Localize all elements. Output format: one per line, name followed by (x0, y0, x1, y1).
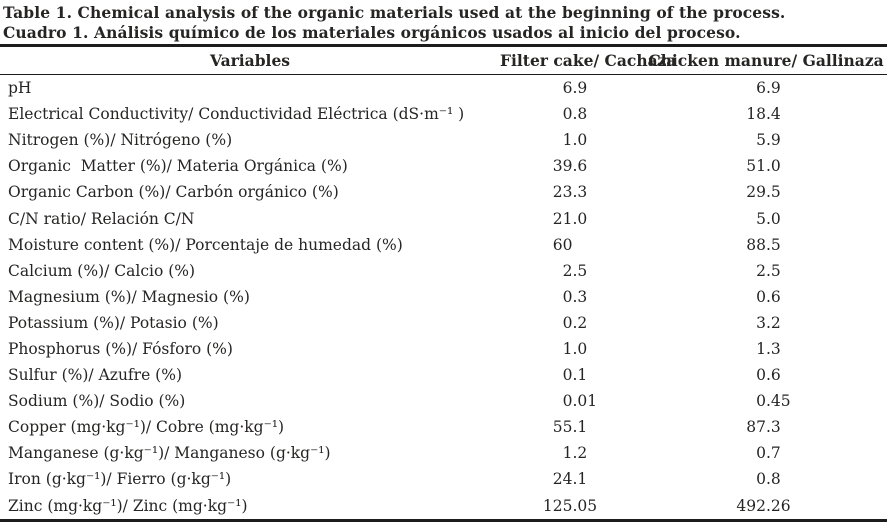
table-row: Magnesium (%)/ Magnesio (%) 0.3 0.6 (0, 284, 887, 310)
table-title-english: Table 1. Chemical analysis of the organi… (3, 3, 786, 22)
chicken-manure-value: 3.2 (756, 313, 781, 332)
filter-cake-value: 23.3 (552, 183, 588, 202)
table-row: Phosphorus (%)/ Fósforo (%) 1.0 1.3 (0, 336, 887, 362)
variable-cell: Calcium (%)/ Calcio (%) (8, 261, 196, 280)
table-body: pH 6.9 6.9 Electrical Conductivity/ Conduct… (0, 75, 887, 521)
variable-cell: Copper (mg·kg⁻¹)/ Cobre (mg·kg⁻¹) (8, 418, 285, 437)
chicken-manure-value: 6.9 (756, 79, 781, 98)
filter-cake-value: 55.1 (552, 418, 588, 437)
variable-cell: C/N ratio/ Relación C/N (8, 209, 195, 228)
variable-cell: Magnesium (%)/ Magnesio (%) (8, 287, 250, 306)
table-title-spanish: Cuadro 1. Análisis químico de los materi… (3, 22, 741, 42)
filter-cake-value: 39.6 (552, 157, 588, 176)
table-row: Sulfur (%)/ Azufre (%) 0.1 0.6 (0, 362, 887, 388)
table-row: Sodium (%)/ Sodio (%) 0.01 0.45 (0, 388, 887, 414)
filter-cake-value: 0.8 (562, 105, 588, 124)
chicken-manure-value: 492.26 (736, 496, 791, 515)
variable-cell: Sodium (%)/ Sodio (%) (8, 392, 186, 411)
variable-cell: pH (8, 79, 32, 98)
chicken-manure-value: 1.3 (756, 339, 781, 358)
table-row: Zinc (mg·kg⁻¹)/ Zinc (mg·kg⁻¹) 125.05 492.… (0, 493, 887, 521)
chicken-manure-value: 0.6 (756, 366, 781, 385)
header-chicken-manure: Chicken manure/ Gallinaza (645, 45, 887, 75)
variable-cell: Sulfur (%)/ Azufre (%) (8, 366, 182, 385)
chicken-manure-value: 2.5 (756, 261, 781, 280)
filter-cake-value: 60 (552, 235, 573, 254)
table-row: Copper (mg·kg⁻¹)/ Cobre (mg·kg⁻¹) 55.1 87.… (0, 414, 887, 440)
filter-cake-value: 24.1 (552, 470, 588, 489)
table-row: pH 6.9 6.9 (0, 75, 887, 102)
table-row: Potassium (%)/ Potasio (%) 0.2 3.2 (0, 310, 887, 336)
chicken-manure-value: 51.0 (746, 157, 781, 176)
chicken-manure-value: 5.9 (756, 131, 781, 150)
header-filter-cake: Filter cake/ Cachaza (500, 45, 676, 75)
table-row: Moisture content (%)/ Porcentaje de hume… (0, 232, 887, 258)
chicken-manure-value: 0.7 (756, 444, 781, 463)
chicken-manure-value: 87.3 (746, 418, 781, 437)
table-row: Organic Carbon (%)/ Carbón orgánico (%) 2… (0, 179, 887, 205)
filter-cake-value: 1.2 (562, 444, 588, 463)
header-row: Variables Filter cake/ Cachaza Chicken m… (0, 45, 887, 75)
chicken-manure-value: 5.0 (756, 209, 781, 228)
table-row: C/N ratio/ Relación C/N 21.0 5.0 (0, 205, 887, 231)
filter-cake-value: 0.1 (562, 366, 588, 385)
filter-cake-value: 6.9 (562, 79, 588, 98)
chicken-manure-value: 0.45 (756, 392, 791, 411)
table-row: Organic Matter (%)/ Materia Orgánica (%)… (0, 153, 887, 179)
filter-cake-value: 2.5 (562, 261, 588, 280)
table-row: Calcium (%)/ Calcio (%) 2.5 2.5 (0, 258, 887, 284)
filter-cake-value: 1.0 (562, 339, 588, 358)
chicken-manure-value: 88.5 (746, 235, 781, 254)
filter-cake-value: 125.05 (542, 496, 598, 515)
variable-cell: Electrical Conductivity/ Conductividad E… (8, 105, 465, 124)
header-variables: Variables (0, 45, 500, 75)
variable-cell: Moisture content (%)/ Porcentaje de hume… (8, 235, 403, 254)
table-row: Manganese (g·kg⁻¹)/ Manganeso (g·kg⁻¹) 1.… (0, 440, 887, 466)
variable-cell: Phosphorus (%)/ Fósforo (%) (8, 339, 233, 358)
chicken-manure-value: 0.6 (756, 287, 781, 306)
table-row: Nitrogen (%)/ Nitrógeno (%) 1.0 5.9 (0, 127, 887, 153)
variable-cell: Nitrogen (%)/ Nitrógeno (%) (8, 131, 233, 150)
filter-cake-value: 0.01 (562, 392, 598, 411)
chemical-analysis-table: Variables Filter cake/ Cachaza Chicken m… (0, 44, 887, 522)
filter-cake-value: 21.0 (552, 209, 588, 228)
table-caption: Table 1. Chemical analysis of the organi… (0, 0, 887, 42)
filter-cake-value: 1.0 (562, 131, 588, 150)
variable-cell: Iron (g·kg⁻¹)/ Fierro (g·kg⁻¹) (8, 470, 232, 489)
filter-cake-value: 0.2 (562, 313, 588, 332)
filter-cake-value: 0.3 (562, 287, 588, 306)
variable-cell: Potassium (%)/ Potasio (%) (8, 313, 219, 332)
variable-cell: Manganese (g·kg⁻¹)/ Manganeso (g·kg⁻¹) (8, 444, 331, 463)
table-row: Electrical Conductivity/ Conductividad E… (0, 101, 887, 127)
variable-cell: Zinc (mg·kg⁻¹)/ Zinc (mg·kg⁻¹) (8, 496, 248, 515)
chicken-manure-value: 18.4 (746, 105, 781, 124)
variable-cell: Organic Matter (%)/ Materia Orgánica (%) (8, 157, 348, 176)
chicken-manure-value: 29.5 (746, 183, 781, 202)
table-row: Iron (g·kg⁻¹)/ Fierro (g·kg⁻¹) 24.1 0.8 (0, 466, 887, 492)
variable-cell: Organic Carbon (%)/ Carbón orgánico (%) (8, 183, 339, 202)
chicken-manure-value: 0.8 (756, 470, 781, 489)
